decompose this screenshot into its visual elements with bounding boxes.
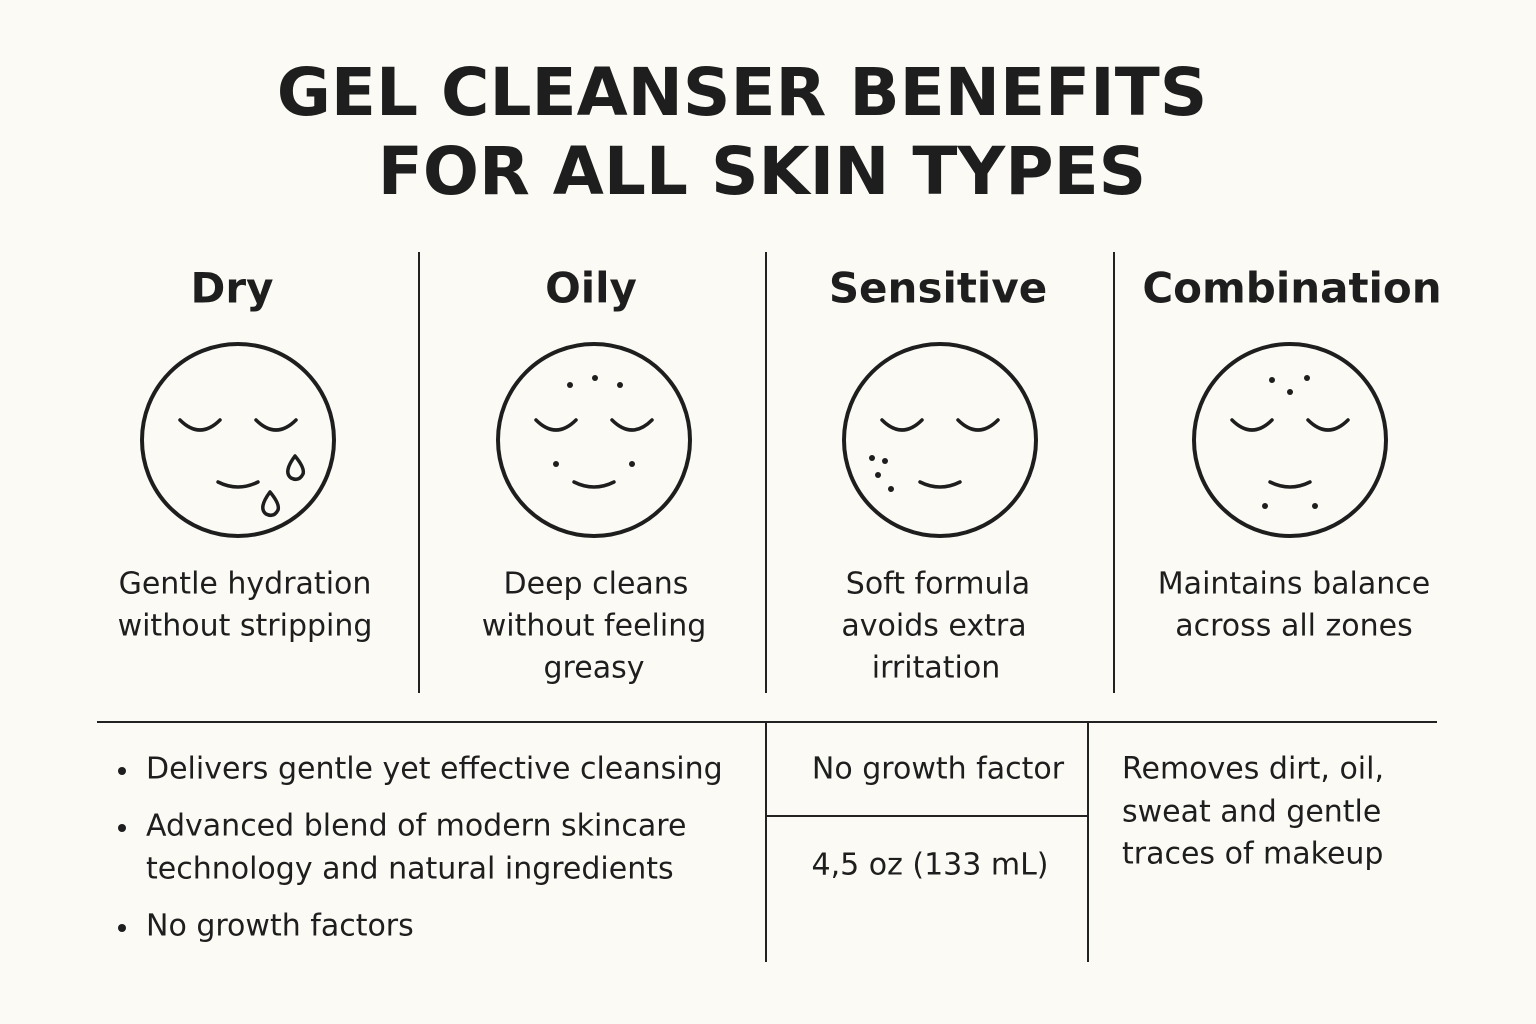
combination-face-icon	[1192, 342, 1388, 538]
bullet-text: No growth factors	[146, 909, 414, 944]
skin-type-name: Sensitive	[829, 264, 1047, 313]
bullet-text: technology and natural ingredients	[146, 852, 674, 887]
description-line: Maintains balance	[1158, 567, 1430, 602]
oily-face-icon	[496, 342, 692, 538]
bullet	[118, 767, 126, 775]
description-line: without stripping	[118, 609, 373, 644]
feature-text: Removes dirt, oil,	[1122, 752, 1384, 787]
skin-type-name: Combination	[1142, 264, 1441, 313]
dry-face-icon	[140, 342, 336, 538]
skin-type-name: Dry	[191, 264, 274, 313]
description-line: irritation	[872, 651, 1000, 686]
feature-text: sweat and gentle	[1122, 795, 1381, 830]
title-line: GEL CLEANSER BENEFITS	[277, 54, 1208, 131]
feature-cell: No growth factor	[812, 752, 1065, 787]
description-line: Gentle hydration	[119, 567, 372, 602]
description-line: Deep cleans	[504, 567, 689, 602]
description-line: Soft formula	[846, 567, 1030, 602]
description-line: greasy	[544, 651, 645, 686]
feature-text: traces of makeup	[1122, 837, 1383, 872]
title-line: FOR ALL SKIN TYPES	[378, 133, 1146, 210]
description-line: across all zones	[1175, 609, 1413, 644]
bullet-text: Delivers gentle yet effective cleansing	[146, 752, 723, 787]
bullet	[118, 924, 126, 932]
bullet-text: Advanced blend of modern skincare	[146, 809, 686, 844]
description-line: avoids extra	[841, 609, 1026, 644]
skin-type-name: Oily	[545, 264, 637, 313]
description-line: without feeling	[482, 609, 707, 644]
feature-cell: 4,5 oz (133 mL)	[811, 848, 1048, 883]
bullet	[118, 824, 126, 832]
sensitive-face-icon	[842, 342, 1038, 538]
